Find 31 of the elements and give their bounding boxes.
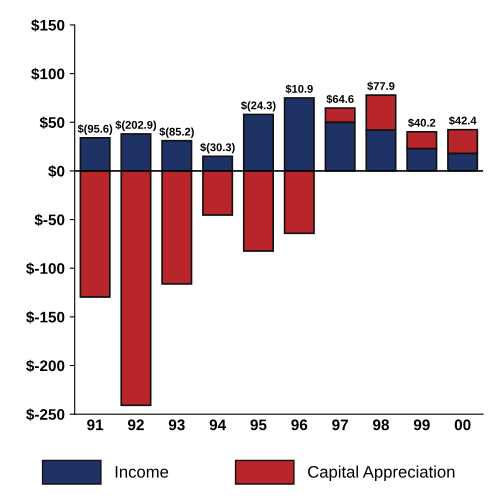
y-tick-label: $0	[48, 165, 64, 178]
y-tick-label: $100	[31, 68, 64, 80]
total-label: $(202.9)	[115, 120, 156, 132]
y-tick-label: $-150	[26, 311, 64, 324]
x-tick-label: 99	[414, 419, 430, 430]
total-label: $(85.2)	[159, 127, 194, 138]
total-label: $(30.3)	[200, 142, 235, 154]
y-tick-label: $150	[31, 19, 64, 32]
x-tick-label: 98	[373, 419, 389, 430]
x-tick-label: 94	[210, 419, 226, 430]
x-tick-label: 00	[454, 419, 471, 430]
y-tick-label: $-200	[26, 360, 64, 372]
x-tick-label: 95	[250, 419, 267, 430]
x-tick-label: 91	[87, 419, 104, 430]
y-tick-label: $50	[40, 116, 64, 129]
total-label: $(95.6)	[78, 124, 112, 135]
x-tick-label: 93	[168, 419, 185, 430]
y-tick-label: $-100	[26, 262, 64, 275]
total-label: $10.9	[286, 84, 313, 94]
legend-label: Income	[116, 466, 168, 478]
x-tick-label: 97	[332, 419, 348, 430]
legend-label: Capital Appreciation	[308, 466, 454, 482]
total-label: $(24.3)	[241, 101, 276, 112]
total-label: $40.2	[408, 118, 436, 128]
y-tick-label: $-250	[26, 408, 64, 421]
x-tick-label: 96	[291, 419, 308, 430]
y-tick-label: $-50	[34, 214, 64, 226]
x-tick-label: 92	[128, 419, 144, 430]
total-label: $64.6	[326, 94, 354, 104]
total-label: $42.4	[448, 116, 476, 126]
total-label: $77.9	[367, 82, 394, 91]
